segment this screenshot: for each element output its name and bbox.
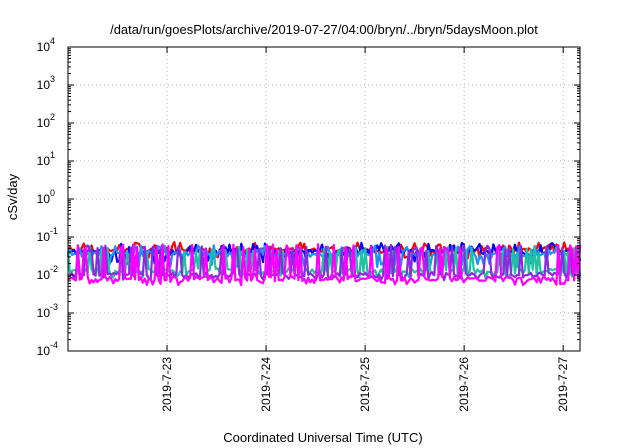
y-tick-label: 10	[37, 192, 51, 206]
y-tick-exponent: -2	[50, 264, 58, 274]
x-tick-label: 2019-7-23	[160, 357, 174, 412]
x-axis: 2019-7-23 2019-7-24 2019-7-25 2019-7-26 2019…	[160, 47, 570, 412]
y-tick-label: 10	[37, 306, 51, 320]
y-tick-exponent: -4	[50, 340, 58, 350]
grid	[68, 47, 580, 351]
y-axis-label: cSv/day	[5, 173, 20, 220]
series-line	[67, 243, 582, 287]
x-tick-label: 2019-7-25	[358, 357, 372, 412]
y-tick-label: 10	[37, 268, 51, 282]
y-tick-exponent: 0	[50, 188, 55, 198]
x-tick-label: 2019-7-27	[556, 357, 570, 412]
chart-title: /data/run/goesPlots/archive/2019-07-27/0…	[110, 22, 538, 37]
series-group	[66, 241, 582, 287]
y-tick-label: 10	[37, 78, 51, 92]
y-tick-label: 10	[37, 40, 51, 54]
y-tick-exponent: 4	[50, 36, 55, 46]
y-tick-label: 10	[37, 154, 51, 168]
x-tick-label: 2019-7-26	[457, 357, 471, 412]
y-tick-exponent: 2	[50, 112, 55, 122]
y-tick-label: 10	[37, 230, 51, 244]
y-tick-exponent: -1	[50, 226, 58, 236]
y-tick-label: 10	[37, 344, 51, 358]
y-tick-label: 10	[37, 116, 51, 130]
y-tick-exponent: 1	[50, 150, 55, 160]
x-axis-label: Coordinated Universal Time (UTC)	[223, 430, 422, 445]
y-tick-exponent: -3	[50, 302, 58, 312]
series-line	[66, 245, 582, 280]
y-tick-exponent: 3	[50, 74, 55, 84]
x-tick-label: 2019-7-24	[259, 357, 273, 412]
